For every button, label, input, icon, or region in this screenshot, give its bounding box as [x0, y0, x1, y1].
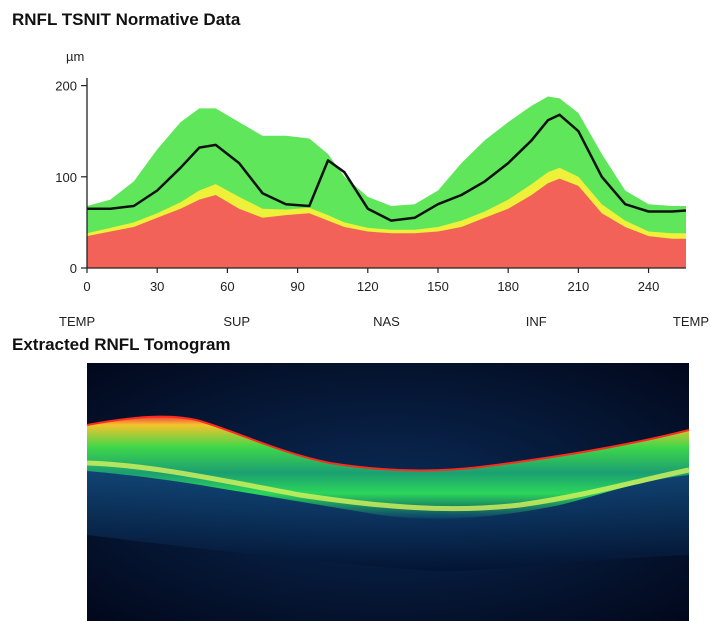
region-label: NAS [373, 314, 400, 329]
chart-axes: µm 0 100 200 0 30 60 90 120 150 180 210 240 TEMP SUP N… [55, 49, 709, 329]
rnfl-thickness-series [87, 113, 687, 222]
x-tick-label: 30 [150, 279, 164, 294]
x-tick-label: 90 [290, 279, 304, 294]
x-tick-label: 150 [427, 279, 449, 294]
x-tick-label: 60 [220, 279, 234, 294]
tsnit-chart: µm 0 100 200 0 30 60 90 120 150 180 210 240 TEMP SUP N… [55, 49, 709, 329]
rnfl-tomogram-image [86, 363, 690, 621]
band-red [87, 178, 686, 268]
chart-title: RNFL TSNIT Normative Data [12, 10, 241, 29]
region-label: INF [526, 314, 547, 329]
x-tick-label: 210 [568, 279, 590, 294]
x-tick-label: 240 [638, 279, 660, 294]
tomogram-retina-layers [87, 416, 689, 519]
normative-bands [87, 96, 686, 268]
region-label: TEMP [59, 314, 95, 329]
region-label: TEMP [673, 314, 709, 329]
region-label: SUP [223, 314, 250, 329]
x-tick-label: 0 [83, 279, 90, 294]
y-tick-label: 0 [70, 261, 77, 276]
y-tick-label: 200 [55, 79, 77, 94]
x-tick-label: 180 [497, 279, 519, 294]
y-axis-unit-label: µm [66, 49, 84, 64]
tomogram-bright-band [86, 460, 690, 512]
y-tick-label: 100 [55, 170, 77, 185]
x-tick-label: 120 [357, 279, 379, 294]
tomogram-rnfl-boundary [86, 415, 690, 472]
tomogram-title: Extracted RNFL Tomogram [12, 335, 231, 354]
series-line-0 [87, 113, 687, 222]
